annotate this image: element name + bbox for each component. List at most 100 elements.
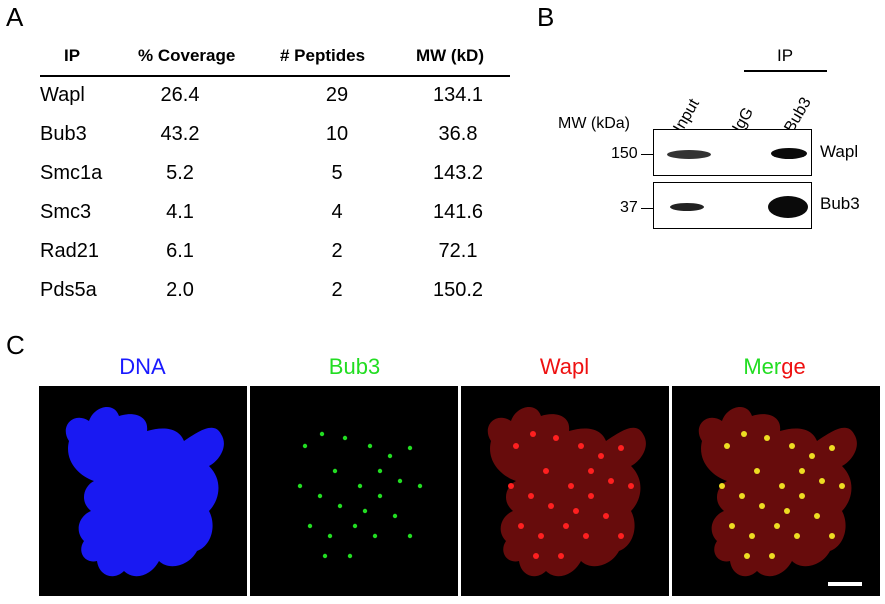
focus-spot [337,503,343,509]
row-mw: 72.1 [438,240,478,262]
panel-letter-a: A [6,2,24,32]
row-mw: 134.1 [432,84,484,106]
row-peptides: 2 [331,279,343,301]
focus-spot [533,553,539,559]
focus-spot [297,483,303,489]
row-mw: 141.6 [432,201,484,223]
focus-spot [563,523,569,529]
image-bub3 [250,386,458,596]
focus-spot [407,533,413,539]
focus-spot [578,443,584,449]
ip-bracket [744,70,827,72]
row-peptides: 2 [331,240,343,262]
focus-spot [598,453,604,459]
marker-150-tick [641,154,653,155]
header-peptides: # Peptides [280,46,366,65]
marker-37: 37 [620,199,638,216]
target-bub3: Bub3 [820,194,860,213]
focus-spot [583,533,589,539]
focus-spot [319,431,325,437]
row-mw: 150.2 [432,279,484,301]
band-input-wapl [667,150,711,159]
row-coverage: 26.4 [160,84,200,106]
focus-spot [628,483,634,489]
focus-spot [839,483,845,489]
focus-spot [588,493,594,499]
focus-spot [819,478,825,484]
focus-spot [407,445,413,451]
focus-spot [357,483,363,489]
focus-spot [362,508,368,514]
row-ip-name: Rad21 [40,240,99,262]
focus-spot [724,443,730,449]
focus-spot [829,445,835,451]
focus-spot [764,435,770,441]
focus-spot [568,483,574,489]
row-ip-name: Smc1a [40,162,103,184]
focus-spot [603,513,609,519]
row-coverage: 6.1 [166,240,194,262]
focus-spot [508,483,514,489]
focus-spot [543,468,549,474]
mw-title: MW (kDa) [558,115,630,132]
chromosome-spread [65,406,224,577]
focus-spot [618,533,624,539]
focus-spot [417,483,423,489]
blot-strip-bub3 [653,182,812,229]
focus-spot [779,483,785,489]
focus-spot [588,468,594,474]
focus-spot [307,523,313,529]
focus-spot [367,443,373,449]
ip-label: IP [777,46,794,65]
band-bub3ip-bub3 [768,196,808,218]
row-coverage: 43.2 [160,123,200,145]
focus-spot [759,503,765,509]
row-mw: 36.8 [438,123,478,145]
band-input-bub3 [670,203,704,211]
image-wapl [461,386,669,596]
header-rule [40,75,510,77]
focus-spot [327,533,333,539]
focus-spot [573,508,579,514]
row-peptides: 4 [331,201,343,223]
blot-strip-wapl [653,129,812,176]
focus-spot [377,468,383,474]
focus-spot [322,553,328,559]
focus-spot [397,478,403,484]
focus-spot [741,431,747,437]
row-coverage: 4.1 [166,201,194,223]
focus-spot [342,435,348,441]
focus-spot [513,443,519,449]
chromosome-spread [487,406,646,577]
focus-spot [774,523,780,529]
focus-spot [347,553,353,559]
marker-37-tick [641,208,653,209]
focus-spot [829,533,835,539]
focus-spot [719,483,725,489]
focus-spot [538,533,544,539]
focus-spot [372,533,378,539]
focus-spot [729,523,735,529]
title-dna: DNA [119,354,166,379]
focus-spot [814,513,820,519]
panel-letter-c: C [6,330,25,360]
focus-spot [799,468,805,474]
row-coverage: 5.2 [166,162,194,184]
focus-spot [789,443,795,449]
focus-spot [739,493,745,499]
row-ip-name: Smc3 [40,201,92,223]
header-coverage: % Coverage [138,46,236,65]
focus-spot [528,493,534,499]
focus-spot [784,508,790,514]
focus-spot [744,553,750,559]
focus-spot [392,513,398,519]
image-merge [672,386,880,596]
focus-spot [809,453,815,459]
band-bub3ip-wapl [771,148,807,159]
chromosome-spread [698,406,857,577]
marker-150: 150 [611,145,638,162]
row-peptides: 5 [331,162,343,184]
focus-spot [518,523,524,529]
image-dna [39,386,247,596]
row-ip-name: Pds5a [40,279,97,301]
